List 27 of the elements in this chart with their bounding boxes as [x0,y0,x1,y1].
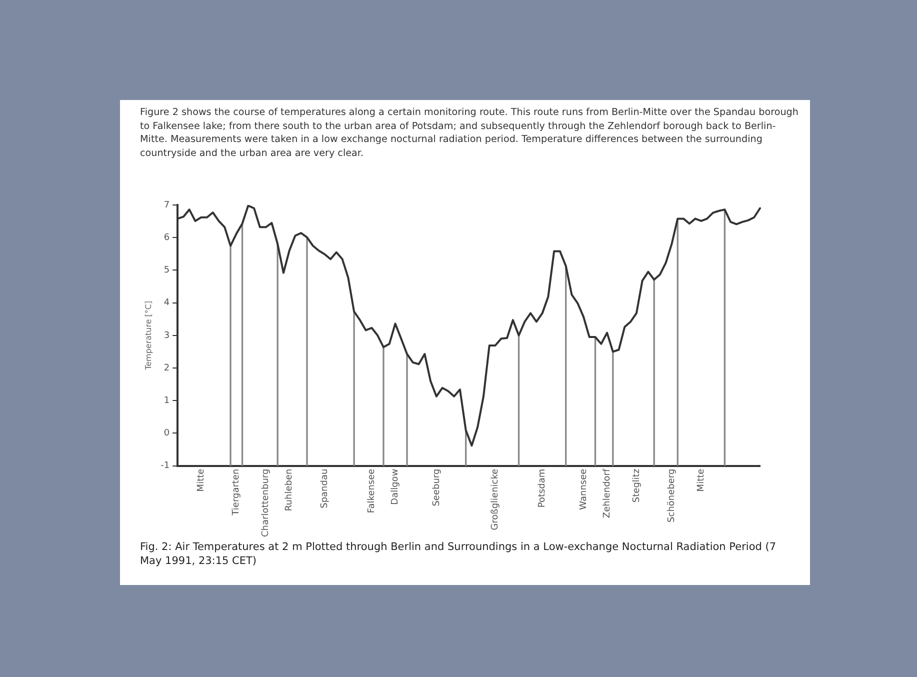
y-tick-label: 1 [164,396,170,406]
x-tick-label: Mitte [696,468,707,492]
x-tick-label: Tiergarten [232,468,242,516]
x-tick-label: Mitte [196,468,206,492]
caption: Fig. 2: Air Temperatures at 2 m Plotted through Berlin and Surroundings in a Low-exchange Nocturnal Radiation Period (7 May 1991, 23:15 CET) [140,540,778,568]
x-tick-label: Dallgow [390,468,401,505]
y-axis-title: Temperature [°C] [144,300,153,371]
x-tick-label: Charlottenburg [261,468,272,538]
caption: Figure 2 shows the course of temperatures along a certain monitoring route. This route runs from Berlin-Mitte over the Spandau borough to Falkensee lake; from there south to the urban area of Potsdam; and subsequently through the Zehlendorf borough back to Berlin-Mitte. Measurements were taken in a low exchange nocturnal radiation period. Temperature differences between the surrounding countryside and the urban area are very clear. [140,106,800,160]
y-tick-label: -1 [160,461,170,472]
x-tick-label: Potsdam [538,468,548,508]
y-tick-label: 4 [164,298,170,308]
x-tick-label: Ruhleben [284,468,295,512]
y-tick-label: 7 [164,200,170,210]
x-tick-label: Seeburg [432,468,442,506]
x-tick-label: Falkensee [367,468,378,514]
y-tick-label: 3 [164,330,170,341]
x-tick-label: Schöneberg [667,468,678,522]
y-tick-label: 5 [164,266,170,276]
x-tick-label: Spandau [320,468,330,508]
x-tick-label: Großglienicke [490,468,501,530]
x-tick-label: Steglitz [632,468,642,503]
x-tick-label: Zehlendorf [602,468,612,518]
y-tick-label: 2 [164,363,170,374]
x-tick-label: Wannsee [578,468,589,510]
y-tick-label: 6 [164,232,170,243]
y-tick-label: 0 [164,428,170,439]
